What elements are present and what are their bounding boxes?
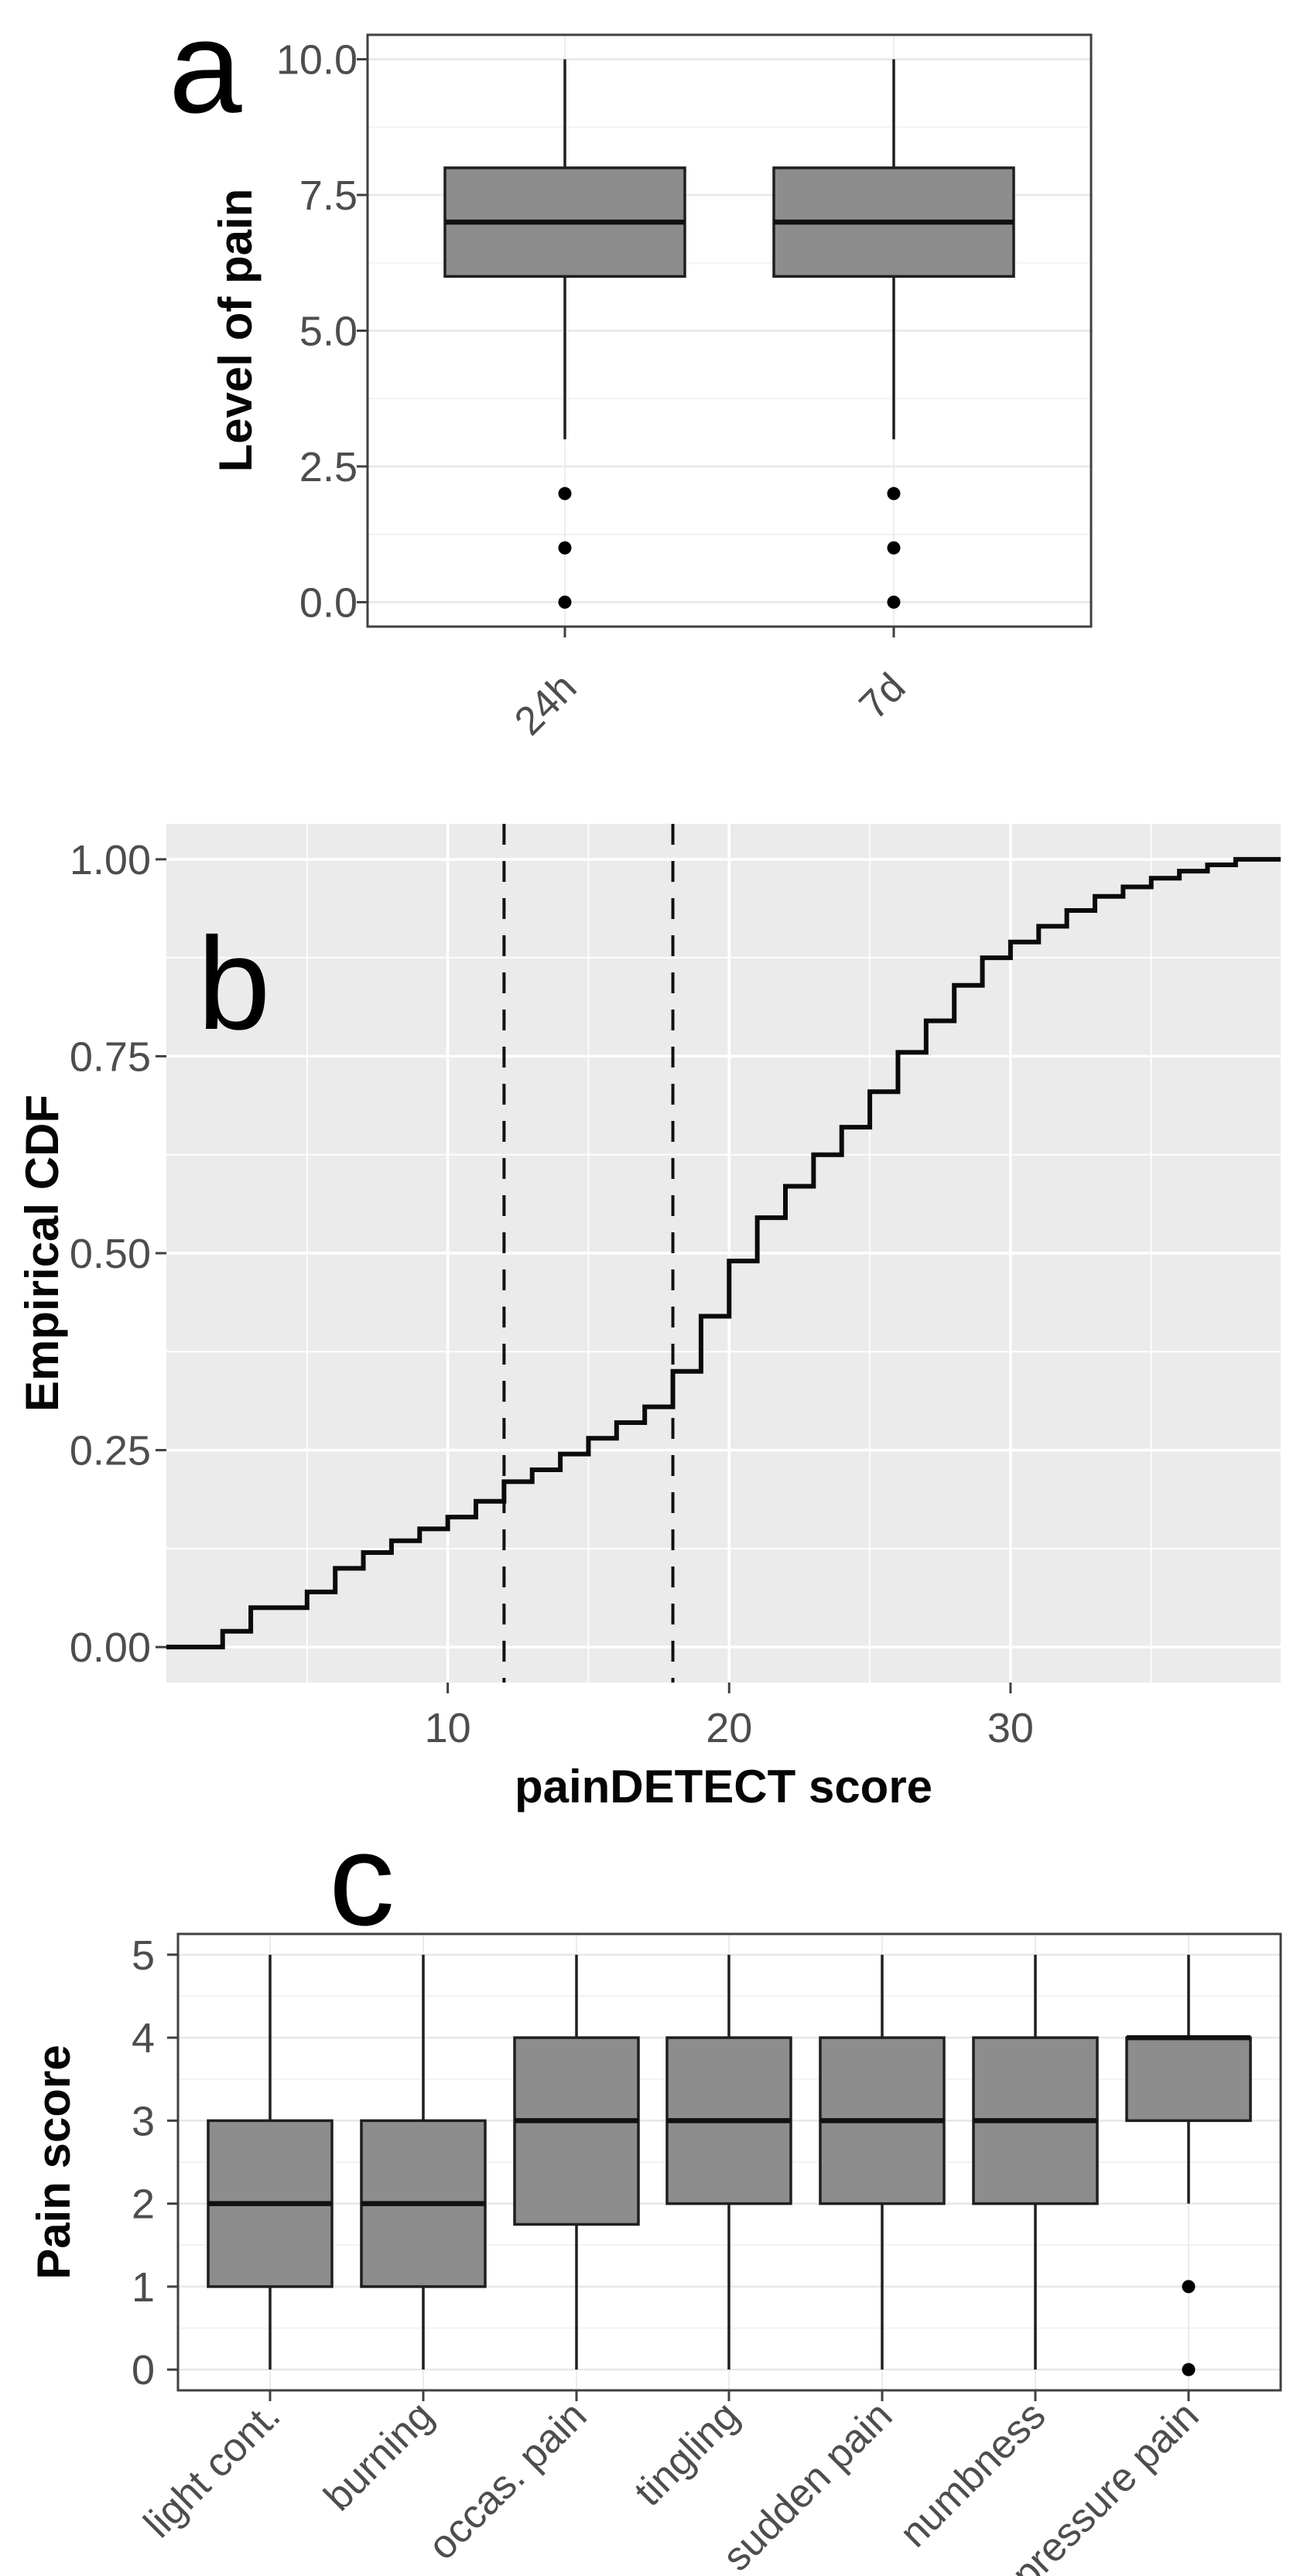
x-tick-label: 20 xyxy=(706,1705,752,1751)
category-label: burning xyxy=(316,2393,443,2520)
y-tick-label: 0.25 xyxy=(70,1428,151,1474)
panel-b-letter: b xyxy=(197,910,271,1057)
y-tick-label: 0.0 xyxy=(299,579,358,626)
category-label: tingling xyxy=(626,2393,748,2515)
outlier-dot xyxy=(887,541,901,555)
category-label: numbness xyxy=(891,2393,1055,2556)
outlier-dot xyxy=(1182,2280,1196,2294)
panel-c-y-axis-title: Pain score xyxy=(28,2045,80,2280)
y-tick-label: 1 xyxy=(132,2264,155,2311)
y-tick-label: 0.75 xyxy=(70,1033,151,1080)
panel-a-letter: a xyxy=(169,0,242,141)
box-rect xyxy=(1125,2036,1252,2123)
y-tick-label: 10.0 xyxy=(276,37,358,84)
category-label: 7d xyxy=(851,664,915,728)
outlier-dot xyxy=(558,541,572,555)
panel-b-x-axis-title: painDETECT score xyxy=(515,1761,932,1812)
y-tick-label: 2.5 xyxy=(299,444,358,490)
x-tick-label: 30 xyxy=(987,1705,1034,1751)
ecdf-line xyxy=(166,856,1281,1650)
panel-b-ecdf: 0.00 0.25 0.50 0.75 1.00 10 20 30 xyxy=(70,824,1281,1751)
y-tick-label: 0.50 xyxy=(70,1231,151,1277)
outlier-dot xyxy=(887,595,901,609)
outlier-dot xyxy=(558,595,572,609)
y-tick-label: 1.00 xyxy=(70,837,151,883)
panel-a-boxplot: 0.0 2.5 5.0 7.5 10.0 24h 7d xyxy=(276,33,1093,744)
y-tick-label: 3 xyxy=(132,2098,155,2144)
panel-a-y-axis-title: Level of pain xyxy=(210,189,262,473)
panel-b-y-axis-title: Empirical CDF xyxy=(16,1095,68,1412)
y-tick-label: 4 xyxy=(132,2015,155,2062)
y-tick-label: 2 xyxy=(132,2181,155,2228)
outlier-dot xyxy=(558,487,572,501)
y-tick-label: 5 xyxy=(132,1932,155,1979)
box-rect xyxy=(513,2036,640,2226)
x-tick-label: 10 xyxy=(425,1705,471,1751)
y-tick-label: 7.5 xyxy=(299,173,358,219)
y-tick-label: 0.00 xyxy=(70,1625,151,1671)
category-label: light cont. xyxy=(135,2393,289,2546)
outlier-dot xyxy=(887,487,901,501)
y-tick-label: 5.0 xyxy=(299,309,358,355)
category-label: 24h xyxy=(506,664,585,743)
category-label: occas. pain xyxy=(419,2393,595,2568)
outlier-dot xyxy=(1182,2362,1196,2376)
y-tick-label: 0 xyxy=(132,2347,155,2393)
panel-c-letter: c xyxy=(329,1806,395,1953)
